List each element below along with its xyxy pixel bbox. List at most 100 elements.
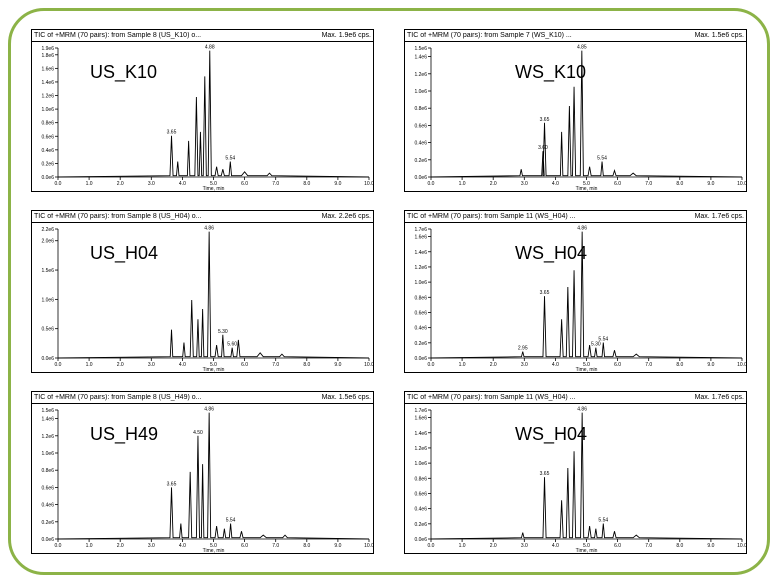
svg-text:0.0e6: 0.0e6	[41, 537, 54, 543]
svg-text:1.2e6: 1.2e6	[414, 265, 427, 271]
panel-title-right: Max. 1.7e6 cps.	[695, 213, 744, 220]
svg-text:9.0: 9.0	[707, 362, 714, 368]
svg-text:2.2e6: 2.2e6	[41, 227, 54, 233]
svg-text:9.0: 9.0	[334, 543, 341, 549]
svg-text:10.0: 10.0	[737, 181, 746, 187]
chromatogram-panel-2: TIC of +MRM (70 pairs): from Sample 7 (W…	[404, 29, 747, 192]
svg-text:9.0: 9.0	[707, 543, 714, 549]
svg-text:0.2e6: 0.2e6	[414, 158, 427, 164]
svg-text:7.0: 7.0	[272, 543, 279, 549]
svg-text:10.0: 10.0	[364, 362, 373, 368]
svg-text:Time, min: Time, min	[576, 186, 598, 191]
svg-text:7.0: 7.0	[272, 362, 279, 368]
svg-text:0.8e6: 0.8e6	[41, 468, 54, 474]
svg-text:2.0: 2.0	[490, 181, 497, 187]
plot-area: 0.01.02.03.04.05.06.07.08.09.010.0Time, …	[405, 404, 746, 553]
svg-text:1.2e6: 1.2e6	[414, 72, 427, 78]
svg-text:4.0: 4.0	[552, 362, 559, 368]
svg-text:9.0: 9.0	[334, 362, 341, 368]
svg-text:4.85: 4.85	[577, 45, 587, 51]
plot-area: 0.01.02.03.04.05.06.07.08.09.010.0Time, …	[32, 404, 373, 553]
panel-title-right: Max. 1.7e6 cps.	[695, 394, 744, 401]
svg-text:0.0: 0.0	[428, 543, 435, 549]
sample-label: WS_H04	[515, 243, 587, 264]
panel-title-bar: TIC of +MRM (70 pairs): from Sample 8 (U…	[32, 30, 373, 42]
svg-text:1.7e6: 1.7e6	[414, 227, 427, 233]
svg-text:1.5e6: 1.5e6	[41, 268, 54, 274]
svg-text:3.0: 3.0	[148, 362, 155, 368]
svg-text:9.0: 9.0	[707, 181, 714, 187]
svg-text:Time, min: Time, min	[576, 367, 598, 372]
svg-text:0.2e6: 0.2e6	[41, 161, 54, 167]
panel-grid: TIC of +MRM (70 pairs): from Sample 8 (U…	[31, 29, 747, 554]
svg-text:1.0e6: 1.0e6	[41, 297, 54, 303]
svg-text:0.4e6: 0.4e6	[414, 507, 427, 513]
svg-text:0.4e6: 0.4e6	[414, 141, 427, 147]
svg-text:0.0e6: 0.0e6	[414, 356, 427, 362]
svg-text:0.8e6: 0.8e6	[414, 106, 427, 112]
chromatogram-svg: 0.01.02.03.04.05.06.07.08.09.010.0Time, …	[32, 42, 373, 191]
svg-text:1.4e6: 1.4e6	[41, 417, 54, 423]
svg-text:1.4e6: 1.4e6	[41, 80, 54, 86]
svg-text:0.2e6: 0.2e6	[41, 520, 54, 526]
svg-text:4.0: 4.0	[179, 543, 186, 549]
svg-text:3.0: 3.0	[521, 362, 528, 368]
svg-text:1.5e6: 1.5e6	[414, 46, 427, 52]
svg-text:2.0e6: 2.0e6	[41, 239, 54, 245]
svg-text:3.65: 3.65	[540, 471, 550, 477]
panel-title-bar: TIC of +MRM (70 pairs): from Sample 11 (…	[405, 211, 746, 223]
svg-text:4.88: 4.88	[205, 45, 215, 51]
svg-text:5.54: 5.54	[226, 518, 236, 524]
svg-text:0.0e6: 0.0e6	[414, 537, 427, 543]
plot-area: 0.01.02.03.04.05.06.07.08.09.010.0Time, …	[32, 223, 373, 372]
svg-text:0.0e6: 0.0e6	[414, 175, 427, 181]
sample-label: WS_K10	[515, 62, 586, 83]
panel-title-left: TIC of +MRM (70 pairs): from Sample 7 (W…	[407, 32, 572, 39]
svg-text:1.7e6: 1.7e6	[414, 408, 427, 414]
svg-text:1.6e6: 1.6e6	[414, 235, 427, 241]
svg-text:1.0e6: 1.0e6	[414, 89, 427, 95]
panel-title-right: Max. 1.5e6 cps.	[695, 32, 744, 39]
svg-text:5.54: 5.54	[225, 156, 235, 162]
svg-text:1.2e6: 1.2e6	[414, 446, 427, 452]
svg-text:0.4e6: 0.4e6	[41, 503, 54, 509]
svg-text:1.9e6: 1.9e6	[41, 46, 54, 52]
svg-text:0.5e6: 0.5e6	[41, 327, 54, 333]
svg-text:1.5e6: 1.5e6	[41, 408, 54, 414]
chromatogram-svg: 0.01.02.03.04.05.06.07.08.09.010.0Time, …	[32, 404, 373, 553]
svg-text:8.0: 8.0	[303, 543, 310, 549]
svg-text:4.86: 4.86	[204, 226, 214, 232]
svg-text:0.6e6: 0.6e6	[41, 485, 54, 491]
sample-label: US_H04	[90, 243, 158, 264]
svg-text:0.2e6: 0.2e6	[414, 522, 427, 528]
svg-text:1.4e6: 1.4e6	[414, 55, 427, 61]
panel-title-left: TIC of +MRM (70 pairs): from Sample 8 (U…	[34, 32, 201, 39]
svg-text:4.0: 4.0	[179, 362, 186, 368]
svg-text:10.0: 10.0	[737, 362, 746, 368]
svg-text:2.0: 2.0	[117, 181, 124, 187]
chromatogram-panel-3: TIC of +MRM (70 pairs): from Sample 8 (U…	[31, 210, 374, 373]
svg-text:6.0: 6.0	[241, 543, 248, 549]
svg-text:0.6e6: 0.6e6	[41, 134, 54, 140]
svg-text:0.0: 0.0	[55, 362, 62, 368]
svg-text:3.65: 3.65	[167, 130, 177, 136]
svg-text:6.0: 6.0	[614, 543, 621, 549]
chromatogram-panel-5: TIC of +MRM (70 pairs): from Sample 8 (U…	[31, 391, 374, 554]
svg-text:Time, min: Time, min	[203, 186, 225, 191]
svg-text:3.0: 3.0	[148, 181, 155, 187]
svg-text:10.0: 10.0	[364, 543, 373, 549]
svg-text:6.0: 6.0	[241, 181, 248, 187]
svg-text:1.0: 1.0	[86, 362, 93, 368]
svg-text:10.0: 10.0	[737, 543, 746, 549]
svg-text:10.0: 10.0	[364, 181, 373, 187]
svg-text:0.8e6: 0.8e6	[41, 121, 54, 127]
svg-text:6.0: 6.0	[614, 362, 621, 368]
svg-text:4.0: 4.0	[552, 543, 559, 549]
panel-title-left: TIC of +MRM (70 pairs): from Sample 8 (U…	[34, 394, 201, 401]
svg-text:9.0: 9.0	[334, 181, 341, 187]
svg-text:8.0: 8.0	[303, 362, 310, 368]
panel-title-left: TIC of +MRM (70 pairs): from Sample 11 (…	[407, 394, 576, 401]
svg-text:6.0: 6.0	[614, 181, 621, 187]
svg-text:0.0: 0.0	[55, 543, 62, 549]
svg-text:1.2e6: 1.2e6	[41, 434, 54, 440]
